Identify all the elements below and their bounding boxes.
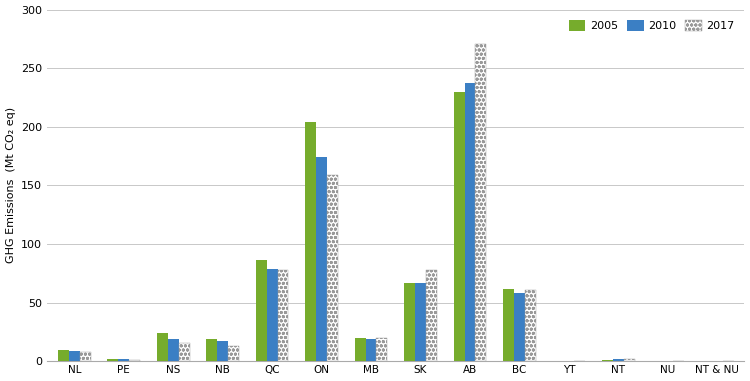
Bar bbox=[107, 359, 118, 361]
Bar bbox=[69, 351, 80, 361]
Bar bbox=[525, 290, 536, 361]
Bar bbox=[278, 270, 289, 361]
Bar bbox=[157, 333, 168, 361]
Legend: 2005, 2010, 2017: 2005, 2010, 2017 bbox=[565, 15, 739, 35]
Bar bbox=[404, 283, 415, 361]
Bar bbox=[613, 359, 624, 361]
Bar bbox=[602, 360, 613, 361]
Bar bbox=[624, 359, 634, 361]
Bar bbox=[503, 288, 514, 361]
Bar bbox=[454, 91, 464, 361]
Bar bbox=[355, 338, 365, 361]
Bar bbox=[305, 122, 316, 361]
Bar bbox=[217, 341, 228, 361]
Bar bbox=[376, 338, 387, 361]
Bar bbox=[256, 261, 267, 361]
Y-axis label: GHG Emissions  (Mt CO₂ eq): GHG Emissions (Mt CO₂ eq) bbox=[5, 107, 16, 264]
Bar bbox=[178, 343, 190, 361]
Bar bbox=[365, 339, 376, 361]
Bar bbox=[206, 339, 218, 361]
Bar bbox=[514, 293, 525, 361]
Bar bbox=[415, 283, 426, 361]
Bar bbox=[129, 360, 140, 361]
Bar bbox=[267, 269, 278, 361]
Bar bbox=[476, 43, 486, 361]
Bar bbox=[80, 352, 91, 361]
Bar bbox=[426, 270, 436, 361]
Bar bbox=[316, 157, 327, 361]
Bar bbox=[118, 359, 129, 361]
Bar bbox=[228, 346, 239, 361]
Bar bbox=[327, 175, 338, 361]
Bar bbox=[464, 83, 476, 361]
Bar bbox=[168, 339, 178, 361]
Bar bbox=[58, 349, 69, 361]
